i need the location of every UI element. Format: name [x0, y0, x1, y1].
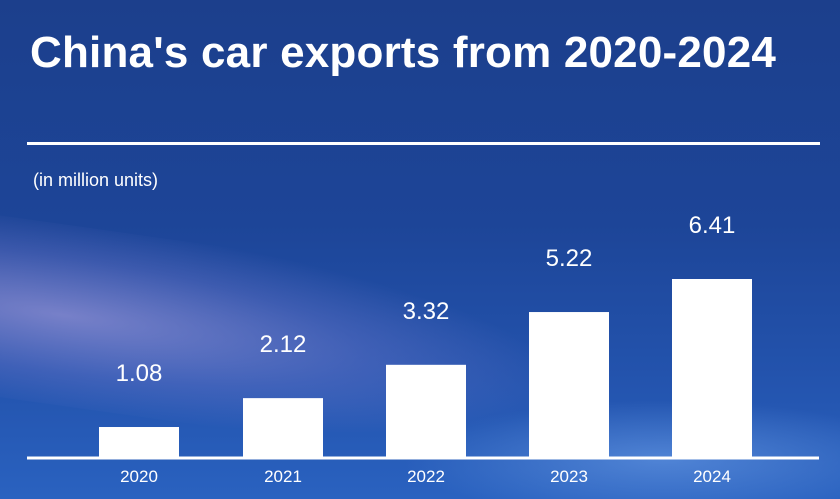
bar-2020 [99, 427, 179, 457]
value-label-2022: 3.32 [403, 298, 450, 325]
background-car-glow [400, 400, 840, 499]
bar-2022 [386, 364, 466, 457]
bar-2023 [529, 312, 609, 457]
value-label-2020: 1.08 [116, 360, 163, 387]
value-label-2021: 2.12 [260, 331, 307, 358]
x-tick-label-2023: 2023 [550, 467, 588, 486]
title-divider [27, 142, 820, 145]
x-tick-label-2020: 2020 [120, 467, 158, 486]
value-label-2023: 5.22 [546, 245, 593, 272]
x-tick-label-2024: 2024 [693, 467, 731, 486]
chart-title: China's car exports from 2020-2024 [30, 28, 777, 77]
bar-2024 [672, 279, 752, 457]
bar-2021 [243, 398, 323, 457]
x-tick-label-2022: 2022 [407, 467, 445, 486]
x-tick-label-2021: 2021 [264, 467, 302, 486]
unit-label: (in million units) [33, 170, 159, 190]
value-label-2024: 6.41 [689, 212, 736, 239]
